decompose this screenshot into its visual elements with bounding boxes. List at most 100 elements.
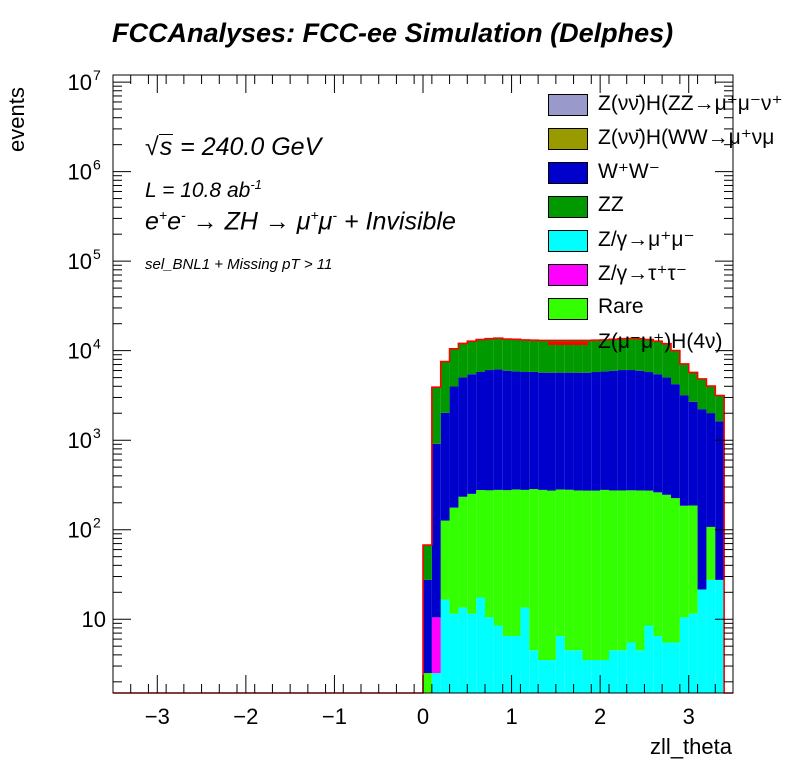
- bar-0-14: [547, 660, 556, 693]
- legend-entry: Z/γ→μ⁺μ⁻: [548, 228, 796, 258]
- bar-3-32: [706, 413, 716, 527]
- legend-label: Z(νν̄)H(ZZ→μ⁺μ⁻ν⁺: [598, 94, 783, 115]
- bar-3-2: [440, 412, 450, 521]
- bar-4-24: [635, 338, 645, 371]
- bar-2-30: [688, 505, 698, 614]
- legend-label: Z/γ→τ⁺τ⁻: [598, 262, 687, 285]
- bar-3-29: [679, 395, 689, 506]
- x-tick-label-5: 2: [594, 704, 606, 729]
- bar-0-32: [706, 579, 716, 693]
- luminosity-text: L = 10.8 ab: [145, 179, 251, 202]
- bar-4-5: [467, 341, 477, 375]
- bar-3-19: [591, 372, 601, 491]
- bar-4-10: [511, 339, 521, 372]
- bar-2-5: [467, 493, 477, 614]
- legend-entry: Z(μ⁻μ⁺)H(4ν): [548, 330, 796, 354]
- bar-0-18: [582, 660, 592, 693]
- bar-4-19: [591, 340, 601, 373]
- y-tick-label-5: 10: [68, 160, 92, 185]
- bar-0-27: [662, 642, 671, 693]
- y-tick-exponent-1: 2: [93, 515, 101, 531]
- sqrt-s-annotation: √s = 240.0 GeV: [145, 133, 321, 162]
- y-tick-label-6: 10: [68, 70, 92, 95]
- bar-4-14: [547, 340, 556, 373]
- bar-0-12: [529, 650, 539, 693]
- bar-0-22: [617, 650, 627, 693]
- bar-2-2: [440, 520, 450, 600]
- bar-3-30: [688, 401, 698, 506]
- legend-color-swatch: [548, 128, 588, 150]
- bar-1-1: [431, 617, 441, 674]
- legend-entry: W⁺W⁻: [548, 160, 796, 190]
- bar-0-9: [502, 635, 512, 693]
- bar-3-11: [520, 371, 530, 490]
- bar-4-20: [600, 339, 609, 372]
- bar-3-25: [644, 372, 654, 491]
- bar-0-20: [600, 660, 609, 693]
- legend: Z(νν̄)H(ZZ→μ⁺μ⁻ν⁺ Z(νν̄)H(WW→μ⁺νμ W⁺W⁻ ZZ Z/…: [548, 94, 796, 354]
- bar-3-22: [617, 370, 627, 491]
- bar-2-24: [635, 490, 645, 651]
- bar-2-22: [617, 490, 627, 651]
- y-tick-label-2: 10: [68, 428, 92, 453]
- y-tick-exponent-3: 4: [93, 336, 101, 352]
- x-tick-label-6: 3: [683, 704, 695, 729]
- bar-4-23: [626, 338, 636, 371]
- bar-4-32: [706, 386, 716, 414]
- y-tick-exponent-4: 5: [93, 246, 101, 262]
- bar-2-17: [573, 490, 583, 651]
- bar-2-32: [706, 526, 716, 580]
- bar-0-15: [555, 635, 565, 693]
- bar-3-17: [573, 372, 583, 491]
- bar-3-20: [600, 371, 609, 490]
- bar-3-6: [476, 371, 485, 491]
- bar-0-6: [476, 597, 485, 693]
- bar-3-14: [547, 372, 556, 491]
- bar-0-1: [431, 673, 441, 693]
- bar-2-3: [449, 507, 459, 614]
- bar-0-29: [679, 617, 689, 693]
- bar-3-33: [715, 421, 725, 580]
- bar-2-12: [529, 489, 539, 651]
- bar-4-13: [538, 340, 547, 373]
- bar-4-17: [573, 340, 583, 373]
- sqrt-s-variable: s: [158, 133, 174, 161]
- bar-3-28: [671, 384, 680, 499]
- bar-0-10: [511, 635, 521, 693]
- y-tick-exponent-5: 6: [93, 157, 101, 173]
- bar-4-6: [476, 339, 485, 372]
- legend-label: ZZ: [598, 193, 624, 216]
- bar-2-21: [609, 490, 618, 651]
- y-axis-label: events: [4, 87, 29, 152]
- legend-entry: ZZ: [548, 193, 796, 224]
- bar-0-19: [591, 660, 601, 693]
- bar-2-10: [511, 489, 521, 636]
- bar-4-22: [617, 338, 627, 371]
- y-tick-label-4: 10: [68, 249, 92, 274]
- sqrt-s-value: = 240.0 GeV: [173, 133, 322, 161]
- bar-4-4: [458, 343, 468, 378]
- bar-2-23: [626, 490, 636, 643]
- process-mu-minus: -: [332, 207, 338, 223]
- signal-line: [113, 337, 733, 694]
- bar-2-4: [458, 496, 468, 608]
- bar-3-0: [423, 579, 432, 674]
- bar-3-13: [538, 372, 547, 490]
- bar-2-25: [644, 490, 654, 626]
- y-tick-label-3: 10: [68, 339, 92, 364]
- legend-color-swatch: [548, 298, 588, 320]
- bar-3-21: [609, 370, 618, 491]
- bar-0-30: [688, 613, 698, 693]
- bar-0-4: [458, 607, 468, 693]
- bar-0-28: [671, 642, 680, 693]
- bar-3-18: [582, 372, 592, 491]
- chart-title: FCCAnalyses: FCC-ee Simulation (Delphes): [112, 18, 674, 48]
- bar-0-13: [538, 660, 547, 693]
- x-tick-label-1: −2: [233, 704, 258, 729]
- bar-2-8: [493, 489, 503, 626]
- bar-3-8: [493, 369, 503, 490]
- bar-0-11: [520, 607, 530, 693]
- bar-4-12: [529, 340, 539, 372]
- bar-3-3: [449, 386, 459, 508]
